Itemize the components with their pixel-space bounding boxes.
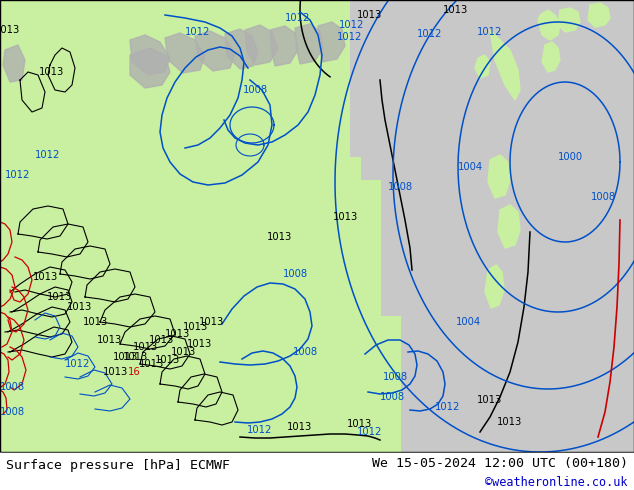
Polygon shape [0, 0, 634, 452]
Text: 1012: 1012 [247, 425, 273, 435]
Text: 1008: 1008 [0, 382, 25, 392]
Text: 1012: 1012 [358, 427, 383, 437]
Text: 1012: 1012 [285, 13, 311, 23]
Polygon shape [588, 3, 610, 27]
Text: 1013: 1013 [188, 339, 212, 349]
Polygon shape [195, 31, 235, 71]
Text: 1013: 1013 [199, 317, 224, 327]
Text: 16: 16 [128, 367, 141, 377]
Text: 1012: 1012 [477, 27, 503, 37]
Text: 1013: 1013 [171, 347, 197, 357]
Text: 1013: 1013 [102, 367, 127, 377]
Text: 1008: 1008 [590, 192, 616, 202]
Text: 1008: 1008 [387, 182, 413, 192]
Text: 1008: 1008 [379, 392, 404, 402]
Text: 1008: 1008 [382, 372, 408, 382]
Polygon shape [3, 45, 25, 82]
Text: 1013: 1013 [150, 335, 174, 345]
Polygon shape [538, 10, 560, 40]
Text: 1012: 1012 [339, 20, 365, 30]
Polygon shape [0, 0, 634, 452]
Polygon shape [225, 29, 258, 69]
Text: 1013: 1013 [139, 359, 165, 369]
Polygon shape [485, 265, 504, 308]
Text: 1008: 1008 [292, 347, 318, 357]
Text: 1013: 1013 [39, 67, 65, 77]
Polygon shape [498, 205, 520, 248]
Text: 1013: 1013 [332, 212, 358, 222]
Text: 1012: 1012 [65, 359, 91, 369]
Text: 1004: 1004 [458, 162, 482, 172]
Text: 1013: 1013 [358, 10, 383, 20]
Text: 1000: 1000 [557, 152, 583, 162]
Text: 1013: 1013 [112, 352, 138, 362]
Polygon shape [542, 42, 560, 72]
Text: 1013: 1013 [165, 329, 191, 339]
Text: 1012: 1012 [5, 170, 30, 180]
Text: 1008: 1008 [282, 269, 307, 279]
Text: We 15-05-2024 12:00 UTC (00+180): We 15-05-2024 12:00 UTC (00+180) [372, 457, 628, 470]
Polygon shape [270, 26, 298, 66]
Text: 1013: 1013 [477, 395, 503, 405]
Text: 1012: 1012 [436, 402, 461, 412]
Text: 1013: 1013 [32, 272, 58, 282]
Text: 1012: 1012 [185, 27, 210, 37]
Text: 1004: 1004 [455, 317, 481, 327]
Text: 1013: 1013 [124, 352, 148, 362]
Polygon shape [165, 33, 205, 73]
Polygon shape [130, 48, 170, 88]
Polygon shape [488, 155, 510, 198]
Polygon shape [558, 8, 580, 32]
Text: 1013: 1013 [133, 342, 158, 352]
Text: 1012: 1012 [417, 29, 443, 39]
Text: 1008: 1008 [242, 85, 268, 95]
Polygon shape [475, 55, 490, 78]
Text: 1013: 1013 [268, 232, 293, 242]
Text: 1012: 1012 [337, 32, 363, 42]
Polygon shape [295, 24, 323, 64]
Text: 1013: 1013 [98, 335, 122, 345]
Polygon shape [245, 25, 278, 65]
Text: 1013: 1013 [82, 317, 108, 327]
Text: 1013: 1013 [155, 355, 181, 365]
Text: 1013: 1013 [183, 322, 207, 332]
Text: 1013: 1013 [67, 302, 93, 312]
Polygon shape [318, 22, 345, 62]
Text: 1012: 1012 [36, 150, 61, 160]
Text: 1013: 1013 [347, 419, 373, 429]
Text: 1008: 1008 [0, 407, 25, 417]
Text: 1013: 1013 [0, 25, 21, 35]
Text: Surface pressure [hPa] ECMWF: Surface pressure [hPa] ECMWF [6, 459, 230, 472]
Text: ©weatheronline.co.uk: ©weatheronline.co.uk [485, 476, 628, 489]
Polygon shape [490, 30, 520, 100]
Text: 1013: 1013 [48, 292, 73, 302]
Polygon shape [130, 35, 170, 75]
Text: 1013: 1013 [287, 422, 313, 432]
Text: 1013: 1013 [498, 417, 522, 427]
Text: 1013: 1013 [443, 5, 468, 15]
